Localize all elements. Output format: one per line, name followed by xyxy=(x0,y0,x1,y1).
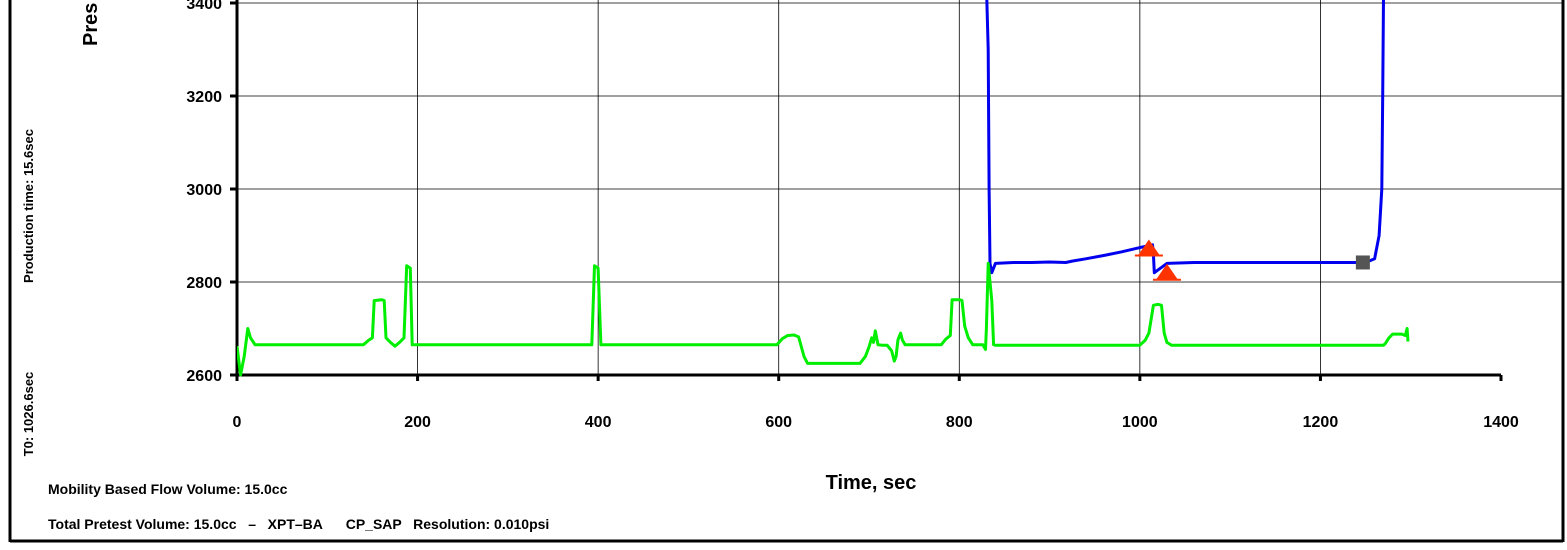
y-tick-label: 2600 xyxy=(186,368,222,385)
pretest-info: Total Pretest Volume: 15.0cc – XPT–BA CP… xyxy=(48,516,550,532)
y-axis-label: Pres xyxy=(80,3,102,46)
axes xyxy=(230,0,1503,381)
x-tick-label: 0 xyxy=(233,414,242,431)
series-lines xyxy=(237,0,1410,377)
series-line-1 xyxy=(985,0,1385,275)
x-tick-label: 600 xyxy=(765,414,792,431)
t0-label: T0: 1026.6sec xyxy=(21,372,36,457)
square-marker xyxy=(1355,255,1370,270)
x-tick-labels: 0 200 400 600 800 1000 1200 1400 xyxy=(233,414,1519,431)
y-tick-labels: 2600 2800 3000 3200 3400 xyxy=(186,0,222,385)
mobility-flow-volume: Mobility Based Flow Volume: 15.0cc xyxy=(48,481,288,497)
grid-lines xyxy=(237,0,1563,375)
y-tick-label: 3200 xyxy=(186,89,222,106)
series-line-2 xyxy=(237,261,1410,377)
triangle-marker xyxy=(1152,263,1181,281)
x-tick-label: 1000 xyxy=(1122,414,1158,431)
x-axis-label: Time, sec xyxy=(826,472,917,494)
x-tick-label: 400 xyxy=(585,414,612,431)
x-tick-label: 200 xyxy=(404,414,431,431)
y-tick-label: 3400 xyxy=(186,0,222,13)
y-tick-label: 3000 xyxy=(186,182,222,199)
x-tick-label: 1400 xyxy=(1483,414,1519,431)
markers xyxy=(1134,239,1370,281)
triangle-marker-shape xyxy=(1137,239,1160,256)
y-tick-label: 2800 xyxy=(186,275,222,292)
production-time-label: Production time: 15.6sec xyxy=(21,129,36,283)
x-tick-label: 800 xyxy=(946,414,973,431)
x-tick-label: 1200 xyxy=(1303,414,1339,431)
triangle-marker xyxy=(1134,239,1163,257)
triangle-marker-shape xyxy=(1155,263,1178,280)
